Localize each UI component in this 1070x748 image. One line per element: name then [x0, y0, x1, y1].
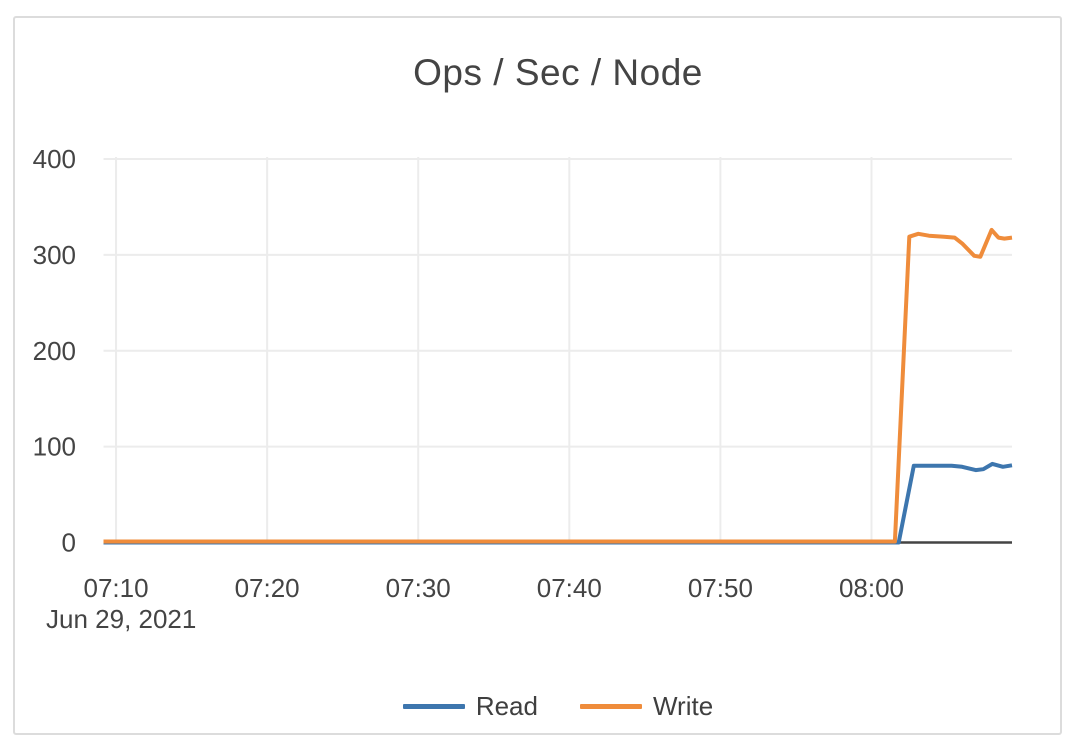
read-series-line-swatch [402, 703, 465, 709]
series-line-write[interactable] [103, 227, 1013, 544]
chart-title: Ops / Sec / Node [413, 52, 703, 93]
y-tick-label: 200 [33, 336, 76, 366]
x-tick-label: 07:10 [84, 573, 149, 603]
y-tick-label: 400 [33, 144, 76, 174]
legend-item-write[interactable]: Write [579, 690, 714, 722]
x-tick-label: 07:20 [235, 573, 300, 603]
y-tick-label: 300 [33, 240, 76, 270]
x-tick-label: 07:30 [386, 573, 451, 603]
x-tick-label: 07:50 [688, 573, 753, 603]
legend-label-write: Write [652, 690, 714, 721]
legend-label-read: Read [475, 690, 538, 721]
x-axis-date-label: Jun 29, 2021 [46, 604, 196, 634]
legend-item-read[interactable]: Read [402, 690, 538, 722]
x-tick-label: 07:40 [537, 573, 602, 603]
write-series-line-swatch [579, 703, 642, 709]
chart-card [13, 16, 1062, 735]
legend: Read Write [104, 688, 1012, 724]
series-line-read[interactable] [103, 461, 1013, 545]
y-tick-label: 100 [33, 432, 76, 462]
x-tick-label: 08:00 [839, 573, 904, 603]
y-tick-label: 0 [62, 528, 76, 558]
